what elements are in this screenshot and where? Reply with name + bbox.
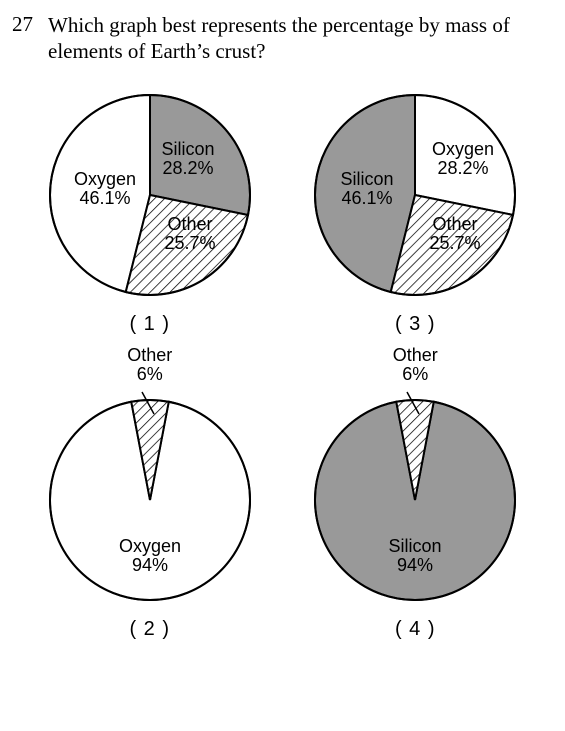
question-text: Which graph best represents the percenta…: [48, 12, 553, 65]
option-2-top-label: Other 6%: [127, 346, 172, 388]
option-3-label: ( 3 ): [395, 313, 436, 336]
question-number: 27: [12, 12, 40, 37]
pie-chart-4: Silicon94%: [305, 390, 525, 610]
slice-label: Silicon28.2%: [161, 139, 214, 178]
option-1-cell: Oxygen46.1% Silicon28.2% Other25.7% ( 1 ): [40, 85, 260, 336]
charts-grid: Oxygen46.1%Silicon28.2%Other25.7% ( 1 ) …: [12, 85, 553, 641]
option-3-cell: Silicon46.1% Oxygen28.2% Other25.7% ( 3 ): [305, 85, 525, 336]
option-4-label: ( 4 ): [395, 618, 436, 641]
pie-chart-2: Oxygen94%: [40, 390, 260, 610]
option-4-top-label: Other 6%: [393, 346, 438, 388]
slice-label: Oxygen28.2%: [432, 139, 494, 178]
option-1-label: ( 1 ): [129, 313, 170, 336]
slice-label: Other25.7%: [430, 214, 481, 253]
slice-label: Other25.7%: [164, 214, 215, 253]
pie-chart-3: Silicon46.1% Oxygen28.2% Other25.7%: [305, 85, 525, 305]
question-row: 27 Which graph best represents the perce…: [12, 12, 553, 65]
pie-chart-1: Oxygen46.1% Silicon28.2% Other25.7%: [40, 85, 260, 305]
slice-label: Oxygen46.1%: [74, 169, 136, 208]
option-2-cell: Other 6% Oxygen94% ( 2 ): [40, 346, 260, 641]
option-2-label: ( 2 ): [129, 618, 170, 641]
option-4-cell: Other 6% Silicon94% ( 4 ): [305, 346, 525, 641]
slice-label: Silicon46.1%: [341, 169, 394, 208]
